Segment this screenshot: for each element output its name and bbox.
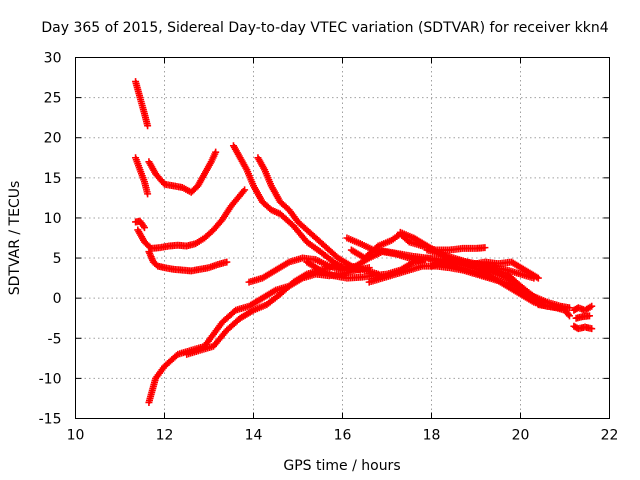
y-tick-label: -15 bbox=[39, 412, 62, 428]
y-axis-label: SDTVAR / TECUs bbox=[7, 181, 23, 296]
data-point bbox=[144, 190, 152, 198]
data-point bbox=[223, 258, 231, 266]
y-tick-label: 15 bbox=[44, 171, 62, 187]
y-tick-label: 30 bbox=[44, 51, 62, 67]
series-track-7 bbox=[229, 142, 346, 272]
series-track-21 bbox=[570, 322, 596, 333]
series-track-23 bbox=[572, 312, 593, 322]
chart-title: Day 365 of 2015, Sidereal Day-to-day VTE… bbox=[41, 20, 608, 36]
x-tick-label: 14 bbox=[245, 428, 263, 444]
series-track-9 bbox=[145, 264, 373, 406]
series-track-10 bbox=[183, 262, 364, 358]
y-tick-label: -10 bbox=[39, 371, 62, 387]
data-point bbox=[356, 266, 364, 274]
data-point bbox=[534, 274, 542, 282]
data-point bbox=[481, 244, 489, 252]
series-track-3 bbox=[145, 148, 220, 196]
y-tick-label: 10 bbox=[44, 211, 62, 227]
x-axis-label: GPS time / hours bbox=[283, 458, 400, 474]
x-tick-label: 10 bbox=[67, 428, 85, 444]
series-track-20 bbox=[534, 301, 573, 320]
series-track-4 bbox=[132, 217, 148, 232]
data-point bbox=[588, 325, 596, 333]
data-point bbox=[585, 312, 593, 320]
x-tick-label: 18 bbox=[423, 428, 441, 444]
series-track-19 bbox=[428, 258, 542, 282]
series-track-6 bbox=[145, 248, 231, 275]
plot-frame bbox=[75, 57, 610, 419]
data-point bbox=[565, 304, 573, 312]
x-tick-label: 16 bbox=[334, 428, 352, 444]
data-point bbox=[241, 186, 249, 194]
x-tick-label: 12 bbox=[156, 428, 174, 444]
y-tick-label: 25 bbox=[44, 91, 62, 107]
x-tick-label: 20 bbox=[512, 428, 530, 444]
data-series bbox=[132, 78, 596, 406]
data-point bbox=[365, 264, 373, 272]
series-track-1 bbox=[132, 78, 152, 130]
series-track-5 bbox=[134, 186, 249, 252]
series-track-2 bbox=[132, 154, 152, 198]
data-point bbox=[564, 310, 572, 318]
data-point bbox=[144, 122, 152, 130]
data-point bbox=[140, 224, 148, 232]
y-tick-label: 20 bbox=[44, 131, 62, 147]
y-tick-label: -5 bbox=[48, 331, 62, 347]
data-point bbox=[588, 302, 596, 310]
data-point bbox=[212, 148, 220, 156]
x-tick-label: 22 bbox=[601, 428, 619, 444]
y-tick-label: 0 bbox=[53, 291, 62, 307]
data-point bbox=[565, 312, 573, 320]
y-tick-label: 5 bbox=[53, 251, 62, 267]
grid bbox=[75, 57, 610, 419]
series-track-8 bbox=[254, 154, 382, 278]
series-track-22 bbox=[570, 302, 596, 314]
axis-ticks: 10 12 14 16 18 20 22 -15 -10 -5 0 5 10 15 20 25 30 bbox=[39, 51, 619, 444]
